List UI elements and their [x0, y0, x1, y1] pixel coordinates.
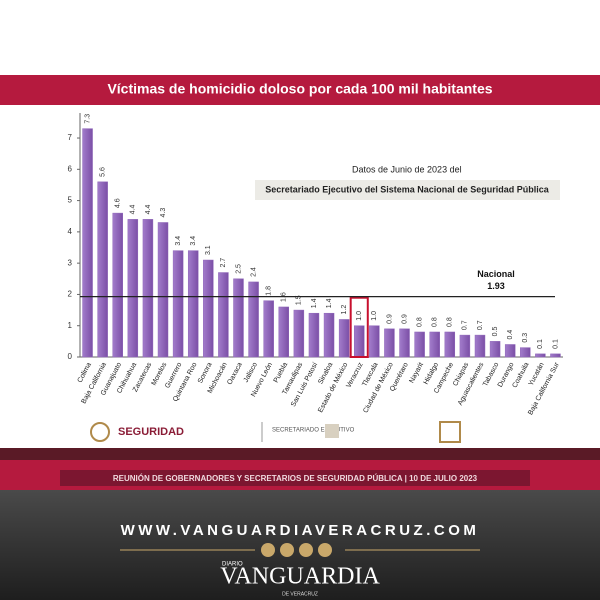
- value-label: 1.0: [356, 311, 363, 321]
- value-label: 3.4: [190, 236, 197, 246]
- y-tick-label: 4: [68, 227, 73, 236]
- meeting-text: REUNIÓN DE GOBERNADORES Y SECRETARIOS DE…: [113, 474, 478, 483]
- bar: [535, 353, 546, 358]
- bar: [218, 272, 229, 358]
- website: WWW.VANGUARDIAVERACRUZ.COM: [121, 522, 480, 539]
- bar: [474, 334, 486, 358]
- bar: [248, 281, 259, 358]
- value-label: 1.4: [326, 298, 333, 308]
- y-tick-label: 0: [68, 352, 73, 361]
- value-label: 3.4: [175, 236, 182, 246]
- bar: [489, 341, 501, 358]
- footer: [0, 490, 600, 600]
- reference-value: 1.93: [487, 281, 505, 291]
- bar: [444, 331, 456, 358]
- value-label: 2.4: [250, 267, 257, 277]
- bar: [323, 312, 335, 358]
- logo-text: SEGURIDAD: [118, 426, 184, 438]
- bar: [112, 212, 123, 358]
- bar: [187, 250, 199, 358]
- whatsapp-icon[interactable]: [318, 543, 332, 557]
- y-tick-label: 3: [68, 258, 73, 267]
- highlight-box: [349, 296, 369, 359]
- logo-text: SECRETARIADO EJECUTIVO: [272, 428, 355, 434]
- meeting-strip: [60, 470, 530, 486]
- value-label: 1.4: [311, 298, 318, 308]
- bar: [293, 309, 305, 358]
- bar: [384, 328, 395, 358]
- bar: [203, 259, 214, 358]
- bar: [459, 334, 471, 358]
- bar: [369, 325, 380, 358]
- annotation-box: [255, 180, 560, 200]
- value-label: 3.1: [205, 245, 212, 255]
- seal-icon: [90, 422, 110, 442]
- annotation: Secretariado Ejecutivo del Sistema Nacio…: [265, 184, 550, 194]
- value-label: 4.4: [130, 205, 137, 215]
- value-label: 2.5: [235, 264, 242, 274]
- instagram-icon[interactable]: [261, 543, 275, 557]
- value-label: 0.8: [447, 317, 454, 327]
- value-label: 1.2: [341, 305, 348, 315]
- value-label: 0.5: [492, 327, 499, 337]
- y-tick-label: 6: [68, 164, 73, 173]
- y-tick-label: 7: [68, 133, 73, 142]
- brand: VANGUARDIA: [220, 564, 380, 590]
- bar: [354, 325, 365, 358]
- bar: [399, 328, 410, 358]
- facebook-icon[interactable]: [280, 543, 294, 557]
- value-label: 4.4: [145, 205, 152, 215]
- twitter-icon[interactable]: [299, 543, 313, 557]
- dark-stripe: [0, 448, 600, 460]
- value-label: 0.9: [386, 314, 393, 324]
- bar: [414, 331, 425, 358]
- bar: [338, 319, 350, 358]
- bar: [142, 219, 154, 358]
- value-label: 0.7: [477, 320, 484, 330]
- value-label: 0.8: [432, 317, 439, 327]
- brand-prefix: DIARIO: [222, 562, 243, 568]
- bar: [520, 347, 531, 358]
- bar: [233, 278, 244, 358]
- chart-title: Víctimas de homicidio doloso por cada 10…: [107, 81, 492, 97]
- value-label: 1.8: [266, 286, 273, 296]
- y-tick-label: 5: [68, 196, 73, 205]
- bar: [278, 306, 289, 358]
- value-label: 0.7: [462, 320, 469, 330]
- value-label: 1.0: [371, 311, 378, 321]
- bar: [172, 250, 184, 358]
- bar: [308, 312, 320, 358]
- seal-icon: [439, 421, 461, 443]
- brand-sub: DE VERACRUZ: [282, 591, 318, 597]
- bar: [263, 300, 274, 358]
- y-tick-label: 1: [68, 321, 73, 330]
- bar: [157, 222, 169, 358]
- value-label: 0.4: [507, 330, 514, 340]
- y-tick-label: 2: [68, 290, 73, 299]
- value-label: 4.3: [160, 208, 167, 218]
- seal-icon: [325, 424, 339, 438]
- bar: [97, 181, 108, 358]
- value-label: 0.3: [522, 333, 529, 343]
- value-label: 1.5: [296, 295, 303, 305]
- value-label: 0.1: [537, 339, 544, 349]
- value-label: 4.6: [115, 198, 122, 208]
- value-label: 0.9: [401, 314, 408, 324]
- value-label: 7.3: [84, 114, 91, 124]
- value-label: 0.1: [552, 339, 559, 349]
- title-band: [0, 75, 600, 105]
- value-label: 2.7: [220, 258, 227, 268]
- annotation: Datos de Junio de 2023 del: [352, 164, 462, 174]
- bar: [429, 331, 440, 358]
- bar: [127, 219, 139, 358]
- reference-label: Nacional: [477, 269, 515, 279]
- value-label: 0.8: [416, 317, 423, 327]
- bar: [504, 344, 516, 358]
- bar: [82, 128, 93, 358]
- value-label: 5.6: [99, 167, 106, 177]
- bar: [550, 353, 561, 358]
- logos: SEGURIDAD SECRETARIADO EJECUTIVO: [90, 421, 461, 443]
